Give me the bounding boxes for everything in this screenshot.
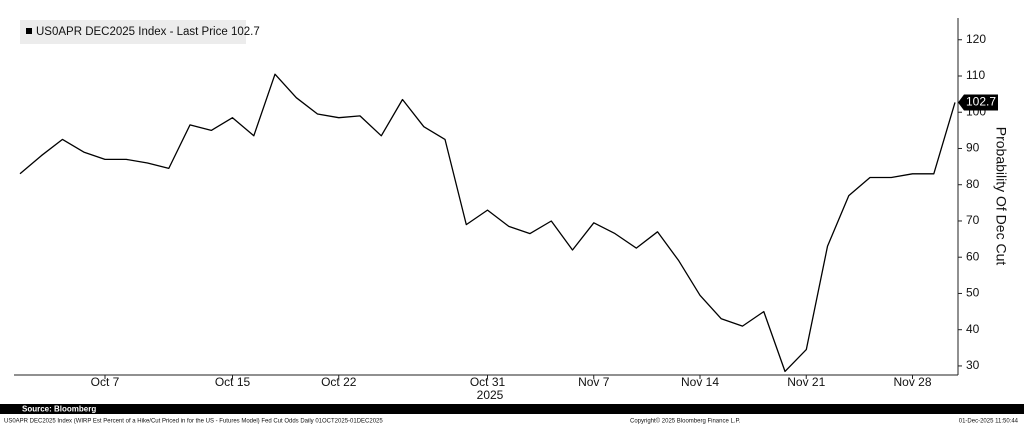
y-tick-label: 90 [966, 141, 980, 155]
y-tick-label: 60 [966, 249, 980, 263]
copyright: Copyright© 2025 Bloomberg Finance L.P. [630, 418, 741, 425]
last-price-tag [958, 94, 998, 111]
x-tick-label: Oct 15 [215, 375, 251, 389]
source: Source: Bloomberg [22, 405, 96, 414]
series-line [19, 73, 956, 373]
source-bar [0, 404, 1024, 414]
x-tick-label: Nov 28 [893, 375, 931, 389]
y-tick-label: 80 [966, 177, 980, 191]
x-tick-label: Oct 22 [321, 375, 357, 389]
x-tick-label: Nov 21 [787, 375, 825, 389]
x-tick-label: Nov 7 [578, 375, 610, 389]
last-price-label: 102.7 [966, 95, 996, 109]
y-tick-label: 120 [966, 32, 986, 46]
x-tick-label: Oct 31 [470, 375, 506, 389]
year-label: 2025 [477, 388, 504, 402]
y-axis-label: Probability Of Dec Cut [993, 127, 1009, 266]
y-tick-label: 70 [966, 213, 980, 227]
y-tick-label: 50 [966, 286, 980, 300]
x-tick-label: Nov 14 [681, 375, 719, 389]
legend-label: US0APR DEC2025 Index - Last Price 102.7 [36, 26, 260, 38]
y-tick-label: 30 [966, 358, 980, 372]
y-tick-label: 40 [966, 322, 980, 336]
footnote: US0APR DEC2025 Index (WIRP Est Percent o… [4, 419, 383, 425]
legend-box [20, 20, 246, 44]
y-tick-label: 110 [966, 68, 985, 82]
legend-marker [26, 28, 32, 34]
x-tick-label: Oct 7 [91, 375, 120, 389]
timestamp: 01-Dec-2025 11:50:44 [959, 419, 1019, 425]
